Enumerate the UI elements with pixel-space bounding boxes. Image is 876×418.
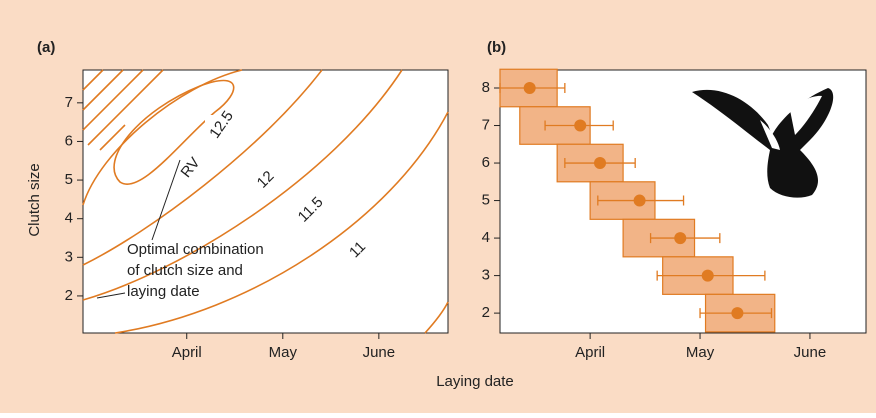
contours [82,69,449,334]
point [523,82,536,95]
x-tick-label: May [686,344,715,361]
point [574,119,587,132]
point [674,232,687,245]
annotation: laying date [127,283,200,300]
hatching [82,69,164,151]
x-tick-label: April [172,344,202,361]
y-tick-label: 6 [482,154,490,171]
point [731,307,744,320]
contour-line [82,69,323,266]
contour-line [82,69,243,206]
point [701,269,714,282]
panel-label: (a) [37,39,55,56]
x-tick-label: June [794,344,827,361]
bird-illustration [692,88,834,198]
annotation: of clutch size and [127,262,243,279]
y-tick-label: 2 [482,304,490,321]
panel-a-plot [82,69,449,334]
y-tick-label: 7 [65,94,73,111]
y-tick-label: 3 [65,248,73,265]
contour-label-bg [178,115,370,260]
y-tick-label: 4 [65,210,73,227]
point [594,157,607,170]
x-axis-label: Laying date [436,373,514,390]
annotation: Optimal combination [127,241,264,258]
y-tick-label: 4 [482,229,490,246]
y-tick-label: 6 [65,132,73,149]
x-tick-label: June [363,344,396,361]
x-tick-label: May [269,344,298,361]
y-tick-label: 2 [65,287,73,304]
contour-line [114,111,449,334]
annotation-pointer [96,292,126,299]
y-tick-label: 7 [482,116,490,133]
y-tick-label: 3 [482,267,490,284]
y-axis-label: Clutch size [26,163,43,236]
contour-line [113,79,235,185]
panel-label: (b) [487,39,506,56]
contour-line [424,301,449,334]
y-tick-label: 5 [482,192,490,209]
x-tick-label: April [575,344,605,361]
contour-line [82,69,403,301]
y-tick-label: 8 [482,79,490,96]
y-tick-label: 5 [65,171,73,188]
point [633,194,646,207]
annotation-pointer [151,159,181,241]
